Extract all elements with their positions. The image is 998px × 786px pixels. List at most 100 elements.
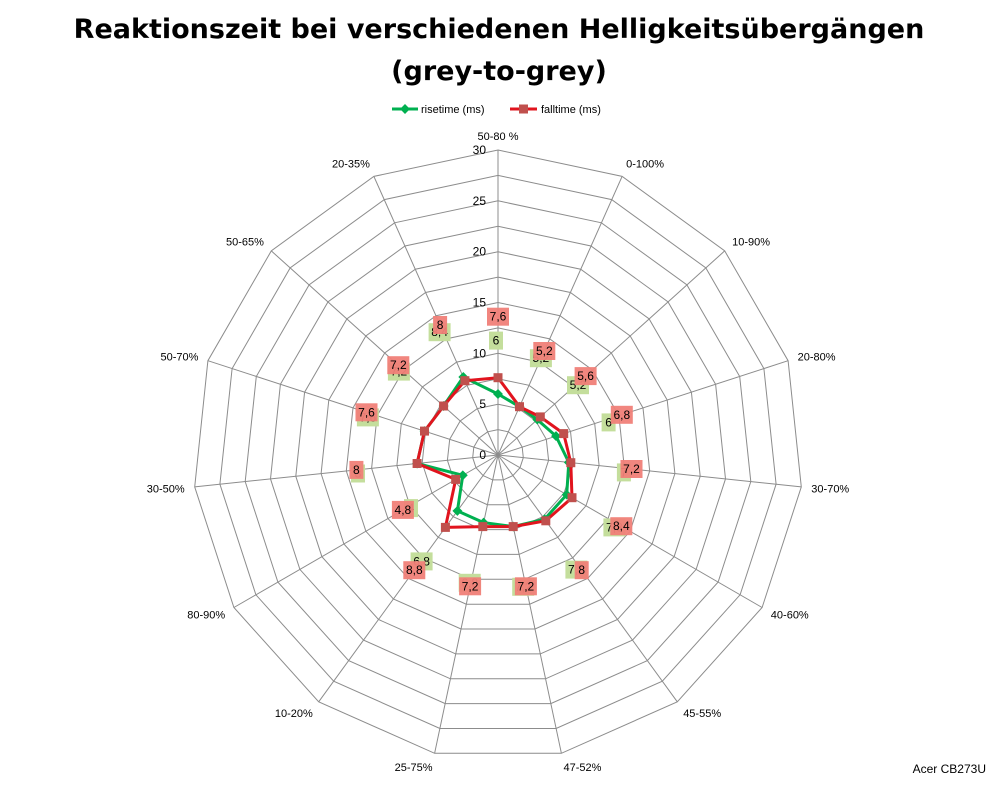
r-tick-label: 15: [473, 296, 487, 310]
r-tick-label: 30: [473, 143, 487, 157]
data-label-bg: [487, 307, 509, 326]
risetime-point: [452, 505, 463, 516]
category-label: 30-50%: [147, 483, 185, 495]
radar-spokes: [194, 150, 802, 754]
data-label-bg: [620, 460, 643, 478]
grid-ring: [269, 225, 727, 680]
data-label-text: 5,2: [536, 344, 553, 358]
data-label-bg: [610, 517, 633, 536]
data-label-bg: [514, 577, 537, 596]
data-label-text: 7,2: [390, 358, 407, 372]
radial-tick-labels: 0 5 10 15 20 25 30: [473, 143, 487, 462]
series-layer: [412, 372, 577, 532]
falltime-point: [440, 522, 450, 532]
falltime-data-label: 8: [574, 561, 589, 580]
spoke: [207, 360, 499, 456]
spoke: [497, 454, 562, 754]
falltime-point: [420, 426, 429, 436]
data-label-text: 8: [353, 463, 360, 477]
category-label: 10-90%: [732, 237, 770, 249]
falltime-data-label: 4,8: [391, 500, 414, 519]
data-labels: 65,25,2677,87,87,26,86,8487,67,28,47,65,…: [349, 307, 643, 596]
r-tick-label: 10: [473, 346, 487, 360]
falltime-data-label: 6,8: [610, 405, 633, 424]
data-label-bg: [433, 316, 448, 334]
data-label-bg: [533, 342, 556, 360]
data-label-text: 6: [493, 334, 500, 348]
data-label-text: 8: [578, 563, 585, 577]
category-label: 20-35%: [332, 159, 370, 171]
legend-item-risetime: risetime (ms): [392, 104, 485, 116]
falltime-data-label: 5,2: [533, 342, 556, 360]
falltime-point: [566, 458, 576, 468]
data-label-text: 8,4: [613, 519, 630, 533]
falltime-point: [508, 522, 518, 532]
risetime-point: [551, 431, 561, 442]
grid-ring: [244, 200, 752, 705]
legend-marker: [400, 104, 410, 114]
data-label-bg: [403, 561, 426, 580]
series-line-risetime: [415, 375, 571, 529]
series-line-falltime: [415, 376, 574, 529]
grid-ring: [194, 149, 802, 754]
chart-subtitle: (grey-to-grey): [391, 56, 607, 87]
falltime-point: [451, 474, 461, 484]
data-label-bg: [355, 403, 378, 422]
falltime-point: [439, 401, 449, 411]
category-label: 50-70%: [160, 351, 198, 363]
falltime-data-label: 7,2: [620, 460, 643, 478]
data-label-text: 5,6: [577, 369, 594, 383]
grid-ring: [295, 251, 701, 655]
credit-text: Acer CB273U: [913, 762, 986, 776]
data-label-text: 7,2: [623, 462, 640, 476]
legend: risetime (ms) falltime (ms): [392, 104, 601, 116]
risetime-point: [493, 389, 503, 399]
radar-grid: [194, 149, 802, 754]
data-label-bg: [489, 331, 503, 350]
r-tick-label: 20: [473, 245, 487, 259]
falltime-data-label: 8: [433, 316, 448, 334]
chart-title: Reaktionszeit bei verschiedenen Helligke…: [74, 14, 925, 45]
data-label-bg: [574, 367, 597, 386]
category-label: 25-75%: [395, 762, 433, 774]
data-label-bg: [349, 460, 364, 479]
falltime-data-label: 7,2: [459, 577, 482, 596]
category-labels: 50-80 % 0-100% 10-90% 20-80% 30-70% 40-60% 45-…: [147, 131, 850, 774]
data-label-text: 6: [605, 415, 612, 429]
falltime-point: [460, 376, 470, 386]
data-label-bg: [391, 500, 414, 519]
category-label: 80-90%: [187, 610, 225, 622]
falltime-data-label: 8,8: [403, 561, 426, 580]
data-label-bg: [574, 561, 589, 580]
risetime-point: [457, 470, 468, 481]
falltime-point: [515, 402, 524, 412]
spoke: [497, 454, 802, 488]
spoke: [194, 454, 499, 488]
spoke: [497, 360, 789, 456]
falltime-data-label: 7,6: [355, 403, 378, 422]
category-label: 30-70%: [811, 483, 849, 495]
category-label: 50-65%: [226, 237, 264, 249]
data-label-text: 8,8: [406, 563, 423, 577]
grid-ring: [396, 352, 600, 555]
category-label: 45-55%: [683, 708, 721, 720]
falltime-point: [493, 373, 503, 383]
falltime-data-label: 5,6: [574, 367, 597, 386]
data-label-bg: [459, 577, 482, 596]
spoke: [373, 176, 499, 456]
falltime-point: [478, 522, 488, 532]
spoke: [434, 454, 499, 754]
falltime-point: [567, 493, 577, 503]
category-label: 47-52%: [564, 762, 602, 774]
falltime-point: [541, 516, 551, 526]
data-label-text: 7,2: [518, 579, 535, 593]
data-label-text: 8: [437, 318, 444, 332]
falltime-data-label: 7,2: [387, 356, 410, 375]
legend-label: risetime (ms): [421, 104, 485, 116]
grid-ring: [345, 301, 651, 605]
category-label: 0-100%: [626, 159, 664, 171]
data-label-bg: [610, 405, 633, 424]
falltime-data-label: 7,2: [514, 577, 537, 596]
r-tick-label: 25: [473, 194, 487, 208]
